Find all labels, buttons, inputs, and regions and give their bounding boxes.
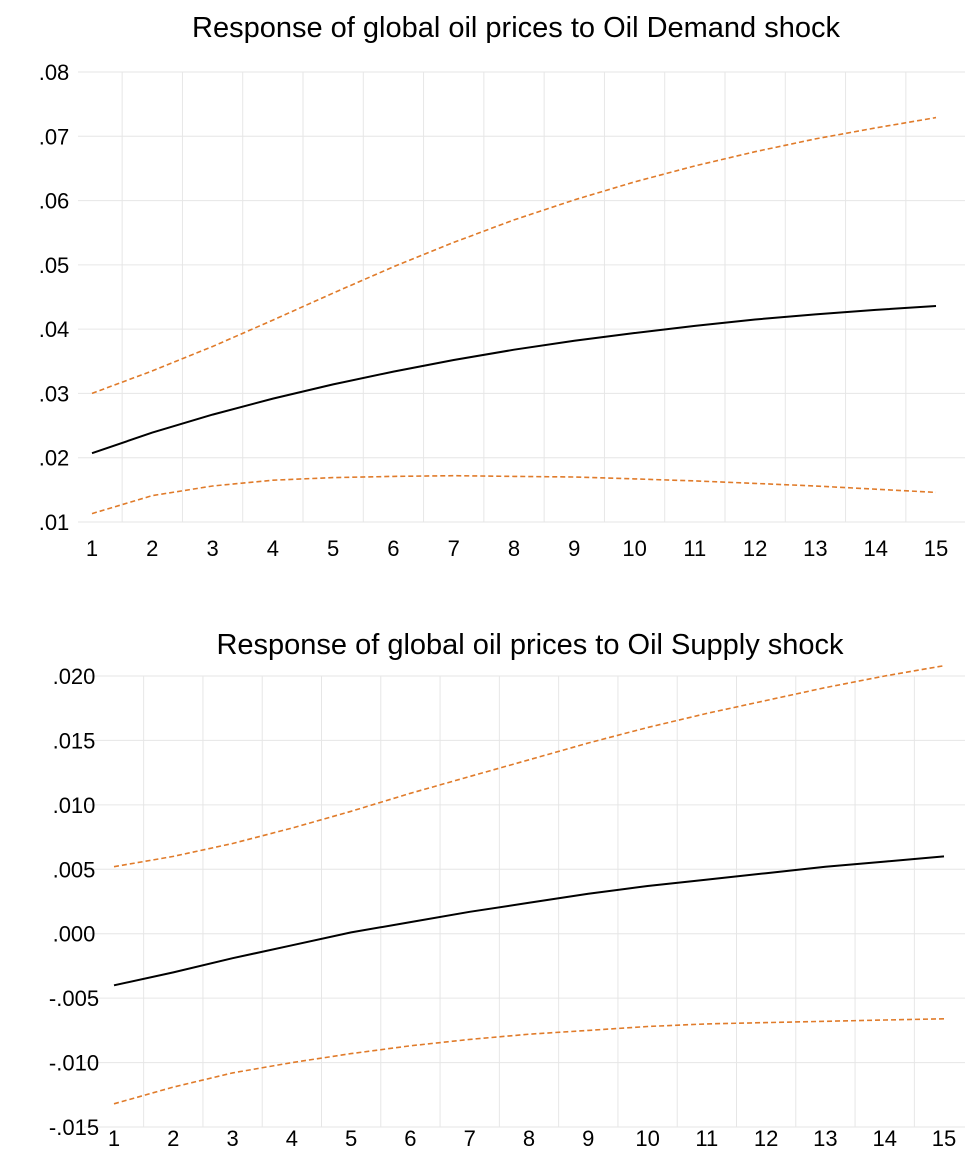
x-tick-label: 6: [387, 536, 399, 561]
chart-oil-demand-shock: Response of global oil prices to Oil Dem…: [39, 12, 965, 561]
x-tick-label: 5: [345, 1126, 357, 1151]
x-tick-label: 9: [568, 536, 580, 561]
x-tick-label: 3: [226, 1126, 238, 1151]
x-tick-label: 4: [267, 536, 279, 561]
y-tick-label: -.010: [49, 1051, 99, 1076]
upper-confidence-band: [113, 664, 945, 868]
lower-confidence-band: [113, 1018, 945, 1105]
y-tick-label: .06: [39, 189, 70, 214]
x-tick-label: 11: [695, 1126, 718, 1151]
y-tick-label: .01: [39, 510, 70, 535]
x-tick-label: 10: [622, 536, 646, 561]
x-tick-label: 10: [635, 1126, 659, 1151]
y-tick-label: .05: [39, 253, 70, 278]
x-tick-label: 12: [743, 536, 767, 561]
x-tick-label: 1: [86, 536, 98, 561]
response-line: [113, 855, 945, 987]
x-tick-label: 1: [108, 1126, 120, 1151]
x-tick-label: 14: [863, 536, 887, 561]
y-tick-label: .000: [53, 922, 96, 947]
x-tick-label: 2: [146, 536, 158, 561]
y-tick-label: .07: [39, 124, 70, 149]
x-tick-label: 5: [327, 536, 339, 561]
x-tick-label: 11: [683, 536, 706, 561]
x-tick-label: 7: [464, 1126, 476, 1151]
x-tick-label: 9: [582, 1126, 594, 1151]
x-tick-label: 14: [872, 1126, 896, 1151]
x-tick-label: 13: [813, 1126, 837, 1151]
x-tick-label: 15: [932, 1126, 956, 1151]
y-tick-label: .03: [39, 381, 70, 406]
response-line: [91, 305, 937, 455]
x-tick-label: 8: [508, 536, 520, 561]
y-tick-label: -.005: [49, 986, 99, 1011]
upper-confidence-band: [91, 116, 937, 395]
x-tick-label: 4: [286, 1126, 298, 1151]
x-tick-label: 13: [803, 536, 827, 561]
chart-oil-supply-shock: Response of global oil prices to Oil Sup…: [49, 629, 965, 1151]
y-tick-label: .04: [39, 317, 70, 342]
x-tick-label: 12: [754, 1126, 778, 1151]
x-tick-label: 6: [404, 1126, 416, 1151]
y-tick-label: .005: [53, 857, 96, 882]
y-tick-label: .015: [53, 728, 96, 753]
x-tick-label: 15: [924, 536, 948, 561]
y-tick-label: .010: [53, 793, 96, 818]
y-tick-label: .02: [39, 446, 70, 471]
y-tick-label: .020: [53, 664, 96, 689]
x-tick-label: 3: [206, 536, 218, 561]
lower-confidence-band: [91, 474, 937, 515]
x-tick-label: 8: [523, 1126, 535, 1151]
y-tick-label: -.015: [49, 1115, 99, 1140]
chart-title: Response of global oil prices to Oil Dem…: [192, 12, 840, 44]
x-tick-label: 2: [167, 1126, 179, 1151]
chart-title: Response of global oil prices to Oil Sup…: [216, 629, 844, 661]
x-tick-label: 7: [448, 536, 460, 561]
y-tick-label: .08: [39, 60, 70, 85]
